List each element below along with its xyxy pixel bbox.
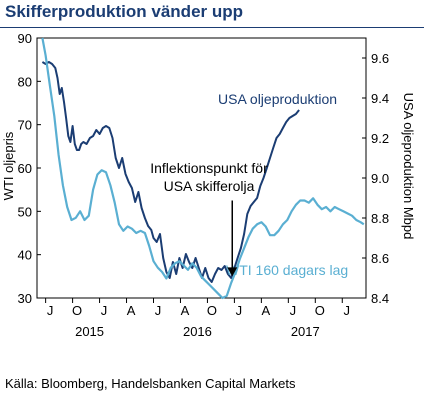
series-line-wti-lag <box>41 37 365 300</box>
x-month-label: A <box>181 303 190 318</box>
left-y-axis: 90 80 70 60 50 40 30 <box>18 31 41 306</box>
x-month-label: O <box>315 303 325 318</box>
right-tick-label: 9.6 <box>371 51 389 66</box>
left-tick-label: 80 <box>18 74 32 89</box>
arrow-head <box>227 267 238 277</box>
right-tick-label: 9.4 <box>371 91 389 106</box>
x-month-label: J <box>344 303 351 318</box>
x-year-label: 2017 <box>291 324 320 339</box>
right-tick-label: 8.4 <box>371 291 389 306</box>
x-month-label: A <box>127 303 136 318</box>
page-title: Skifferproduktion vänder upp <box>5 2 244 21</box>
series-line-usa-production <box>41 61 300 283</box>
x-month-label: J <box>290 303 297 318</box>
right-tick-label: 9.2 <box>371 131 389 146</box>
x-month-label: A <box>262 303 271 318</box>
right-tick-label: 9.0 <box>371 171 389 186</box>
x-month-label: J <box>155 303 162 318</box>
right-y-axis: 9.6 9.4 9.2 9.0 8.8 8.6 8.4 <box>362 51 389 306</box>
left-tick-label: 90 <box>18 31 32 46</box>
title-rule <box>0 27 424 28</box>
x-month-label: O <box>207 303 217 318</box>
right-axis-title: USA oljeproduktion Mbpd <box>401 93 416 240</box>
series-label-wti: WTI 160 dagars lag <box>226 262 348 278</box>
left-tick-label: 40 <box>18 248 32 263</box>
x-month-label: J <box>101 303 108 318</box>
x-year-label: 2016 <box>183 324 212 339</box>
right-tick-label: 8.6 <box>371 251 389 266</box>
x-month-label: O <box>72 303 82 318</box>
left-tick-label: 50 <box>18 204 32 219</box>
annotation-line-1: Inflektionspunkt för <box>150 160 268 176</box>
left-tick-label: 30 <box>18 291 32 306</box>
series-layer <box>41 37 365 300</box>
right-tick-label: 8.8 <box>371 211 389 226</box>
x-month-label: J <box>236 303 243 318</box>
x-axis: J O J A J A O J A J O J 2015 2016 2017 <box>45 298 351 339</box>
series-label-production: USA oljeproduktion <box>218 91 337 107</box>
left-tick-label: 60 <box>18 161 32 176</box>
left-tick-label: 70 <box>18 118 32 133</box>
source-note: Källa: Bloomberg, Handelsbanken Capital … <box>5 376 296 391</box>
annotation-arrow <box>227 200 238 277</box>
x-year-label: 2015 <box>75 324 104 339</box>
x-month-label: J <box>47 303 54 318</box>
annotation-line-2: USA skifferolja <box>164 178 255 194</box>
left-axis-title: WTI oljepris <box>1 131 16 200</box>
